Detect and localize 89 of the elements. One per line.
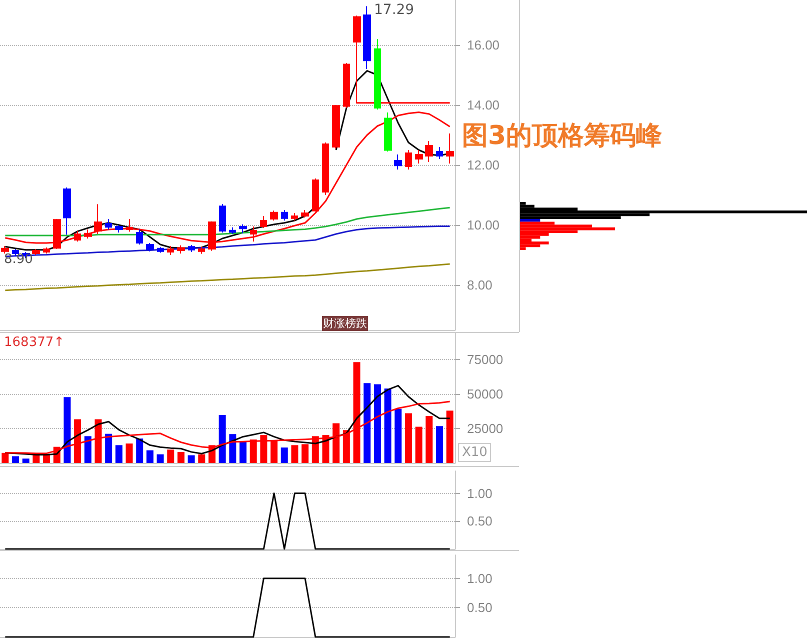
bar — [105, 434, 112, 463]
bar — [302, 444, 309, 463]
candlestick — [126, 218, 133, 232]
bar — [218, 415, 226, 463]
candlestick — [291, 212, 298, 221]
line-series — [4, 206, 451, 236]
bar — [12, 456, 20, 463]
bar — [64, 397, 71, 463]
candlestick — [394, 154, 402, 170]
annotation: 17.29 — [374, 2, 414, 18]
bar — [177, 452, 184, 463]
candlestick — [167, 246, 174, 256]
text: X10 — [458, 443, 492, 462]
candlestick — [219, 204, 226, 233]
bar — [520, 210, 807, 214]
candlestick — [94, 204, 102, 234]
bar — [136, 438, 144, 463]
candlestick — [384, 112, 392, 152]
bar — [374, 384, 381, 463]
candlestick — [260, 216, 267, 228]
candlestick — [115, 224, 123, 233]
candlestick — [312, 178, 319, 212]
y-tick-label: 8.00 — [467, 278, 492, 292]
y-tick-label: 0.50 — [467, 600, 492, 616]
y-tick-label: 1.00 — [467, 570, 492, 586]
bar — [394, 408, 402, 463]
candlestick — [188, 244, 195, 252]
candlestick — [105, 218, 112, 230]
bar — [415, 426, 422, 463]
candlestick — [374, 38, 381, 110]
candlestick — [343, 62, 350, 108]
bar — [520, 218, 540, 222]
candlestick — [322, 142, 329, 196]
bar — [84, 436, 92, 463]
candlestick — [229, 226, 236, 234]
bar — [188, 455, 195, 463]
line-series — [4, 263, 451, 292]
annotation: 168377↑ — [4, 335, 65, 350]
bar — [436, 426, 443, 463]
candlestick — [436, 146, 443, 160]
candlestick — [281, 210, 288, 221]
bar — [167, 450, 174, 463]
y-tick-label: 25000 — [467, 420, 504, 436]
annotation: 财涨榜跌 — [322, 316, 368, 331]
y-tick-label: 16.00 — [467, 38, 500, 52]
bar — [291, 445, 298, 463]
candlestick — [63, 187, 71, 236]
bar — [22, 458, 30, 463]
caption: 图3的顶格筹码峰 — [462, 120, 662, 153]
bar — [240, 441, 247, 463]
candlestick — [332, 104, 340, 149]
bar — [156, 454, 164, 463]
y-tick-label: 14.00 — [467, 98, 500, 112]
bar — [146, 450, 154, 463]
candlestick — [415, 150, 423, 164]
candlestick — [32, 248, 40, 256]
bar — [229, 434, 236, 463]
candlestick — [425, 140, 433, 162]
y-tick-label: 0.50 — [467, 514, 492, 529]
candlestick — [301, 210, 309, 218]
candlestick — [446, 133, 454, 164]
candlestick — [363, 6, 371, 70]
candlestick — [1, 246, 9, 254]
y-tick-label: 50000 — [467, 386, 504, 402]
candlestick — [177, 244, 185, 254]
bar — [446, 410, 454, 463]
bar — [520, 242, 549, 244]
candlestick — [198, 246, 205, 254]
bar — [126, 444, 133, 463]
candlestick — [146, 242, 154, 252]
y-tick-label: 12.00 — [467, 158, 500, 172]
candlestick — [270, 210, 278, 221]
bar — [404, 413, 412, 463]
candlestick — [239, 224, 247, 234]
y-tick-label: 10.00 — [467, 218, 500, 232]
y-tick-label: 1.00 — [467, 486, 492, 501]
candlestick — [84, 229, 92, 239]
bar — [364, 383, 371, 463]
candlestick — [43, 247, 50, 254]
bar — [384, 388, 392, 463]
y-tick-label: 75000 — [467, 352, 504, 367]
bar — [280, 448, 288, 463]
annotation: 8.90 — [4, 252, 33, 267]
candlestick — [405, 150, 412, 170]
bar — [198, 454, 206, 463]
candlestick — [157, 246, 164, 254]
bar — [426, 416, 433, 463]
candlestick — [136, 229, 143, 245]
bar — [115, 445, 122, 463]
